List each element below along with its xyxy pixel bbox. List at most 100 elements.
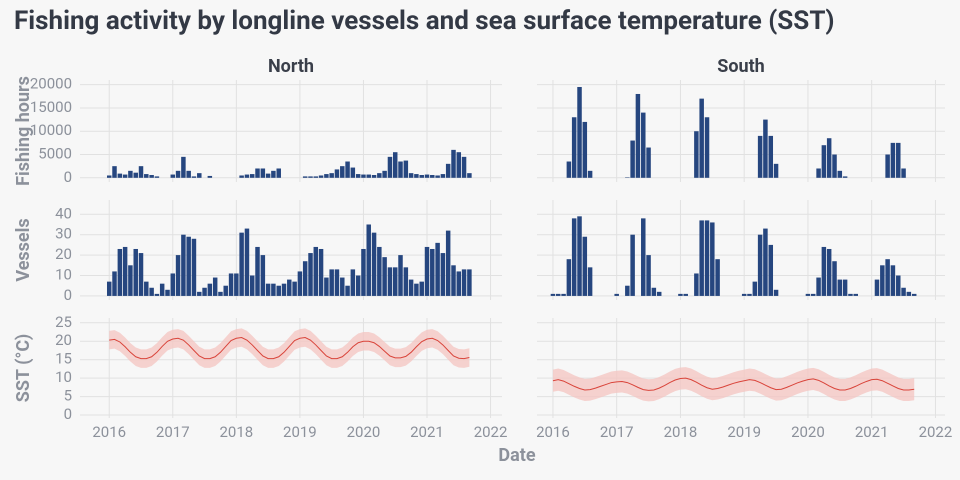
x-tick-label: 2016 xyxy=(92,423,126,441)
bar xyxy=(810,293,816,296)
bar xyxy=(260,168,266,178)
bar xyxy=(144,174,149,178)
bar xyxy=(218,291,223,296)
bar xyxy=(144,281,149,296)
bar xyxy=(281,283,287,296)
bar xyxy=(345,161,350,178)
bar xyxy=(704,117,710,178)
y-tick-label: 30 xyxy=(55,225,72,243)
bar xyxy=(419,281,424,296)
bar xyxy=(181,156,186,178)
bar xyxy=(361,174,366,178)
bar xyxy=(318,248,324,296)
bar xyxy=(329,269,334,296)
bar xyxy=(287,279,292,296)
bar xyxy=(122,174,128,178)
bar xyxy=(366,224,371,296)
x-tick-label: 2021 xyxy=(410,423,444,441)
y-tick-label: 40 xyxy=(55,204,72,222)
bar xyxy=(424,174,430,178)
bar xyxy=(445,163,451,178)
bar xyxy=(630,234,635,296)
bar xyxy=(170,174,176,178)
bar xyxy=(440,174,446,178)
bar xyxy=(377,173,382,178)
bar xyxy=(371,232,377,296)
y-tick-label: 0 xyxy=(64,168,72,186)
bar xyxy=(435,242,440,296)
bar xyxy=(768,244,774,296)
bar xyxy=(165,289,170,296)
bar xyxy=(763,119,768,178)
bar xyxy=(704,220,710,296)
bar xyxy=(112,271,117,296)
bar xyxy=(197,291,202,296)
bar xyxy=(212,277,218,296)
bar xyxy=(440,253,446,296)
bar xyxy=(641,218,646,296)
bar xyxy=(207,283,213,296)
bar xyxy=(191,176,197,178)
bar xyxy=(197,173,202,178)
x-tick-label: 2019 xyxy=(727,423,761,441)
bar xyxy=(874,279,880,296)
bar xyxy=(577,86,582,178)
bar xyxy=(149,287,154,296)
bar xyxy=(832,261,837,296)
x-tick-label: 2022 xyxy=(474,423,508,441)
bar xyxy=(117,248,123,296)
y-tick-label: 15000 xyxy=(30,98,72,116)
bar xyxy=(271,170,276,178)
bar xyxy=(467,173,472,178)
facet-label: South xyxy=(717,56,765,77)
bar xyxy=(885,259,890,296)
bar xyxy=(587,170,593,178)
y-tick-label: 10 xyxy=(55,368,72,386)
bar xyxy=(265,283,271,296)
bar xyxy=(456,152,462,178)
bar xyxy=(387,156,393,178)
bar xyxy=(302,261,308,296)
bar xyxy=(641,112,646,178)
bar xyxy=(587,267,593,296)
bar xyxy=(398,255,403,296)
bar xyxy=(228,273,234,296)
y-tick-label: 5 xyxy=(64,387,72,405)
bar xyxy=(614,293,619,296)
bar xyxy=(112,166,117,178)
bar xyxy=(430,175,435,178)
bar xyxy=(398,161,403,178)
bar xyxy=(175,255,181,296)
bar xyxy=(239,175,244,178)
bar xyxy=(133,248,138,296)
x-tick-label: 2019 xyxy=(283,423,317,441)
bar xyxy=(805,293,811,296)
bar xyxy=(571,218,577,296)
facet-label: North xyxy=(268,56,314,77)
bar xyxy=(816,277,821,296)
bar xyxy=(890,265,896,296)
bar xyxy=(461,156,467,178)
bar xyxy=(324,277,329,296)
bar xyxy=(403,267,409,296)
bar xyxy=(837,279,843,296)
bar xyxy=(366,174,371,178)
line xyxy=(552,377,915,391)
bar xyxy=(408,173,414,178)
bar xyxy=(382,257,387,296)
bar xyxy=(302,176,308,178)
bar xyxy=(276,168,281,178)
bar xyxy=(414,283,419,296)
x-tick-label: 2020 xyxy=(347,423,381,441)
bar xyxy=(191,238,197,296)
bar xyxy=(906,291,912,296)
bar xyxy=(350,269,356,296)
bar xyxy=(244,174,250,178)
x-tick-label: 2020 xyxy=(791,423,825,441)
bar xyxy=(122,246,128,296)
bar xyxy=(159,283,165,296)
bar xyxy=(451,265,456,296)
bar xyxy=(297,271,303,296)
error-band xyxy=(552,367,915,402)
bar xyxy=(582,121,588,178)
